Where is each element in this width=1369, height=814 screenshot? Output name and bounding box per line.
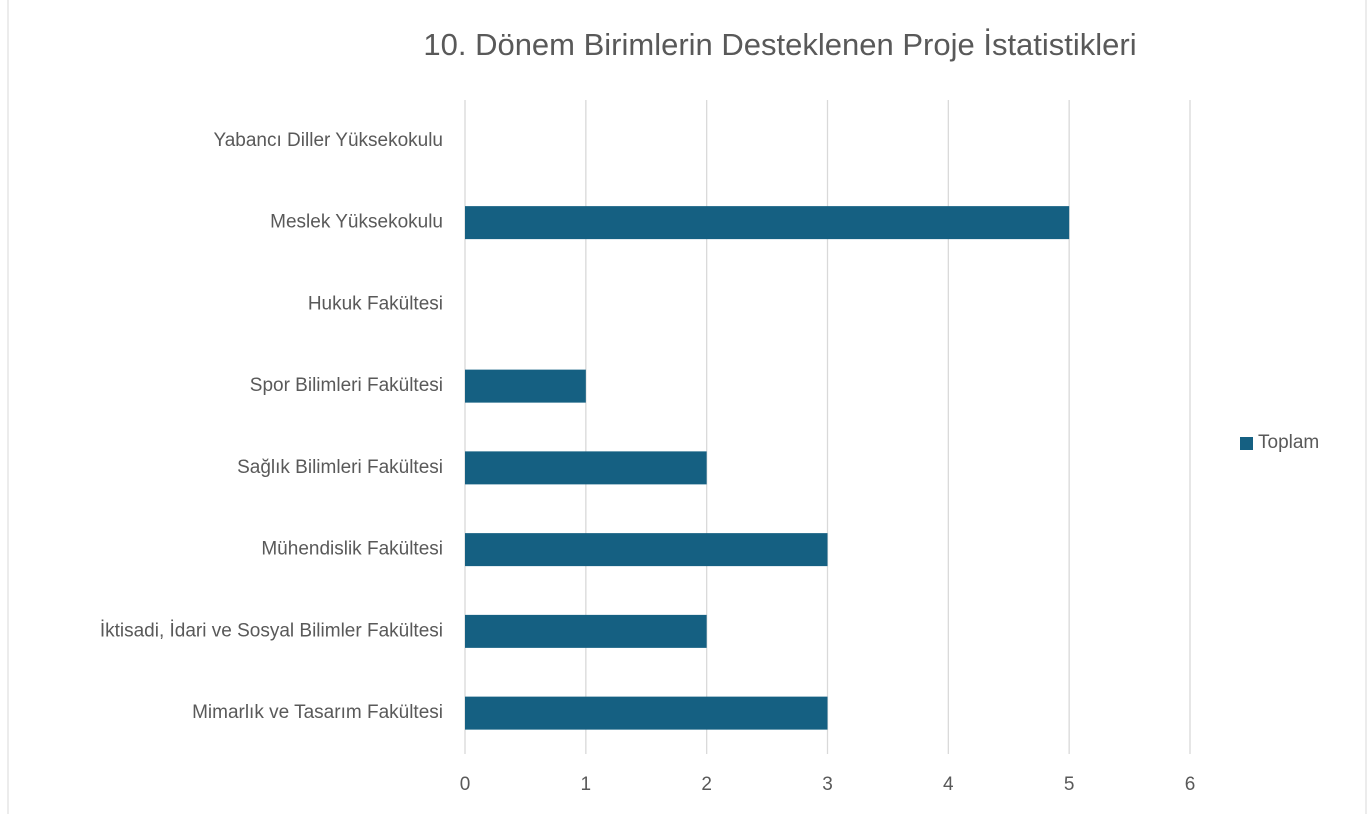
bar (465, 369, 586, 403)
x-tick-label: 1 (581, 774, 592, 795)
y-tick-label: Mimarlık ve Tasarım Fakültesi (192, 702, 443, 723)
legend-swatch (1240, 437, 1253, 450)
bar (465, 614, 707, 648)
legend-label: Toplam (1258, 432, 1319, 453)
y-tick-label: Yabancı Diller Yüksekokulu (213, 130, 443, 151)
chart-border (7, 0, 1367, 814)
x-tick-label: 6 (1185, 774, 1196, 795)
y-tick-label: Hukuk Fakültesi (308, 293, 443, 314)
y-tick-label: Spor Bilimleri Fakültesi (250, 375, 443, 396)
bar (465, 696, 828, 730)
x-tick-label: 5 (1064, 774, 1075, 795)
x-tick-label: 2 (701, 774, 712, 795)
bar (465, 206, 1070, 240)
y-tick-label: Meslek Yüksekokulu (270, 212, 443, 233)
chart-title: 10. Dönem Birimlerin Desteklenen Proje İ… (423, 27, 1136, 62)
bar (465, 533, 828, 567)
x-tick-label: 4 (943, 774, 954, 795)
y-tick-label: Sağlık Bilimleri Fakültesi (237, 457, 443, 478)
y-tick-label: Mühendislik Fakültesi (261, 539, 443, 560)
x-tick-label: 3 (822, 774, 833, 795)
x-tick-label: 0 (460, 774, 471, 795)
y-tick-label: İktisadi, İdari ve Sosyal Bilimler Fakül… (100, 620, 443, 641)
bar (465, 451, 707, 485)
